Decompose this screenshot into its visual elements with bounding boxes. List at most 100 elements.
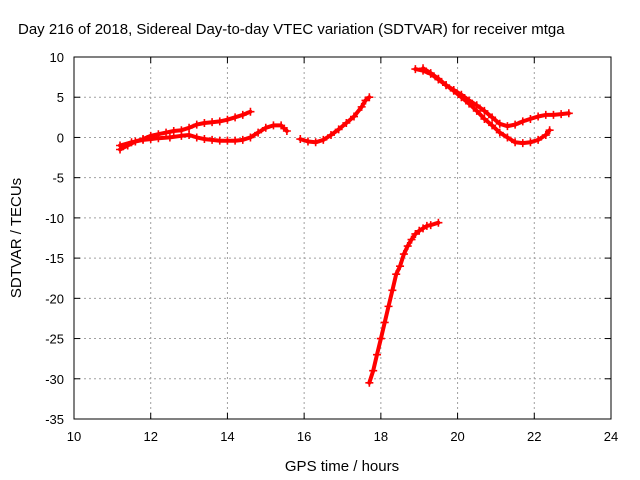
data-point bbox=[116, 141, 125, 150]
y-tick-label: -25 bbox=[45, 332, 64, 347]
data-point bbox=[518, 139, 527, 148]
data-point bbox=[215, 117, 224, 126]
y-tick-label: 0 bbox=[57, 130, 64, 145]
y-tick-label: 10 bbox=[50, 50, 64, 65]
data-point bbox=[399, 250, 408, 259]
data-point bbox=[246, 133, 255, 142]
data-point bbox=[480, 114, 489, 123]
data-point bbox=[246, 107, 255, 116]
series-track-6 bbox=[419, 64, 573, 131]
data-point bbox=[311, 138, 320, 147]
series-track-2 bbox=[116, 121, 291, 150]
x-tick-label: 24 bbox=[604, 429, 618, 444]
series-track-1 bbox=[116, 107, 255, 154]
data-point bbox=[326, 131, 335, 140]
data-point bbox=[223, 136, 232, 145]
data-point bbox=[472, 101, 481, 110]
data-point bbox=[426, 69, 435, 78]
data-point bbox=[127, 138, 136, 147]
data-point bbox=[342, 118, 351, 127]
data-point bbox=[303, 137, 312, 146]
data-point bbox=[261, 123, 270, 132]
data-point bbox=[434, 74, 443, 83]
data-point bbox=[518, 117, 527, 126]
data-point bbox=[192, 133, 201, 142]
data-point bbox=[465, 96, 474, 105]
data-point bbox=[376, 334, 385, 343]
data-point bbox=[223, 115, 232, 124]
data-point bbox=[488, 121, 497, 130]
data-point bbox=[534, 135, 543, 144]
data-point bbox=[495, 128, 504, 137]
data-point bbox=[557, 110, 566, 119]
chart-title: Day 216 of 2018, Sidereal Day-to-day VTE… bbox=[18, 21, 565, 38]
data-point bbox=[388, 286, 397, 295]
data-point bbox=[365, 93, 374, 102]
x-tick-label: 14 bbox=[220, 429, 234, 444]
data-point bbox=[541, 110, 550, 119]
data-point bbox=[526, 138, 535, 147]
data-point bbox=[357, 102, 366, 111]
data-point bbox=[208, 118, 217, 127]
x-tick-label: 18 bbox=[374, 429, 388, 444]
data-point bbox=[511, 120, 520, 129]
y-axis-title: SDTVAR / TECUs bbox=[8, 178, 25, 298]
y-tick-label: -10 bbox=[45, 211, 64, 226]
data-point bbox=[373, 350, 382, 359]
data-point bbox=[146, 135, 155, 144]
data-point bbox=[277, 121, 286, 130]
data-point bbox=[541, 131, 550, 140]
x-tick-label: 10 bbox=[67, 429, 81, 444]
data-point bbox=[162, 128, 171, 137]
tick-labels: 10 12 14 16 18 20 22 24 -35 -30 -25 -20 -15 -10 -5 0 5 10 bbox=[45, 50, 618, 444]
data-point bbox=[154, 134, 163, 143]
data-point bbox=[231, 136, 240, 145]
series-track-5 bbox=[411, 65, 554, 148]
data-point bbox=[200, 118, 209, 127]
data-point bbox=[396, 262, 405, 271]
x-tick-label: 16 bbox=[297, 429, 311, 444]
data-point bbox=[365, 378, 374, 387]
data-point bbox=[139, 135, 148, 144]
y-tick-label: 5 bbox=[57, 90, 64, 105]
y-tick-label: -20 bbox=[45, 291, 64, 306]
data-point bbox=[185, 123, 194, 132]
data-point bbox=[319, 135, 328, 144]
data-point bbox=[511, 138, 520, 147]
data-point bbox=[177, 131, 186, 140]
data-point bbox=[192, 120, 201, 129]
data-point bbox=[231, 113, 240, 122]
x-tick-label: 22 bbox=[527, 429, 541, 444]
data-point bbox=[403, 242, 412, 251]
data-point bbox=[549, 110, 558, 119]
data-point bbox=[334, 125, 343, 134]
data-point bbox=[165, 133, 174, 142]
data-point bbox=[411, 65, 420, 74]
data-point bbox=[419, 64, 428, 73]
data-point bbox=[422, 221, 431, 230]
data-point bbox=[534, 112, 543, 121]
data-point bbox=[282, 127, 291, 136]
data-point bbox=[457, 90, 466, 99]
series-track-4 bbox=[365, 218, 443, 387]
data-point bbox=[480, 106, 489, 115]
data-point bbox=[296, 135, 305, 144]
data-point bbox=[392, 270, 401, 279]
data-point bbox=[407, 235, 416, 244]
data-point bbox=[384, 302, 393, 311]
data-point bbox=[254, 128, 263, 137]
plot-frame bbox=[73, 56, 612, 420]
series-track-3 bbox=[296, 93, 374, 147]
data-point bbox=[350, 112, 359, 121]
data-point bbox=[208, 135, 217, 144]
x-tick-label: 12 bbox=[143, 429, 157, 444]
data-point bbox=[488, 113, 497, 122]
data-point bbox=[503, 133, 512, 142]
data-point bbox=[369, 366, 378, 375]
data-point bbox=[380, 318, 389, 327]
y-tick-label: -30 bbox=[45, 372, 64, 387]
data-point bbox=[215, 136, 224, 145]
data-point bbox=[185, 131, 194, 140]
data-point bbox=[434, 218, 443, 227]
